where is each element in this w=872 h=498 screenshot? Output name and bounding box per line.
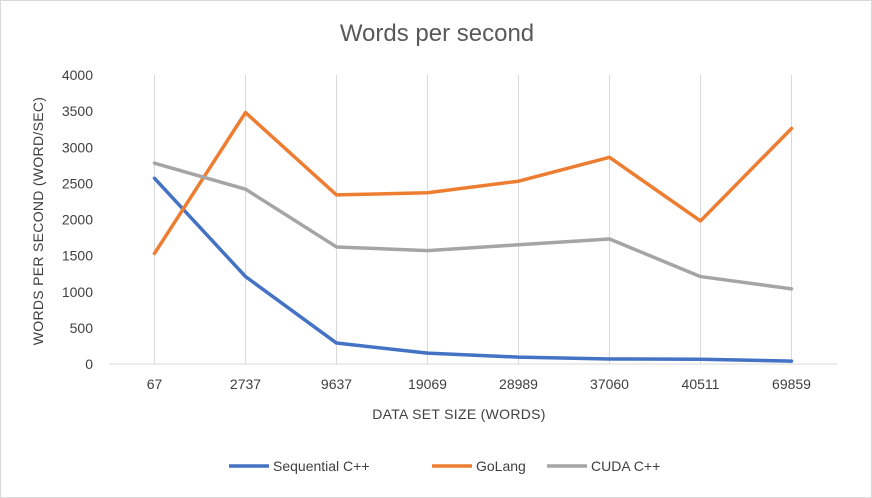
y-tick-label: 2500	[62, 175, 93, 191]
gridlines	[154, 75, 792, 364]
y-axis-label: WORDS PER SECOND (WORD/SEC)	[30, 97, 46, 345]
legend-label: Sequential C++	[273, 458, 370, 474]
legend: Sequential C++ GoLang CUDA C++	[229, 458, 660, 474]
x-tick-label: 2737	[230, 376, 261, 392]
x-tick-label: 9637	[321, 376, 352, 392]
x-tick-label: 28989	[499, 376, 538, 392]
y-tick-label: 3000	[62, 139, 93, 155]
y-tick-label: 3500	[62, 103, 93, 119]
y-tick-label: 2000	[62, 212, 93, 228]
y-tick-labels: 0 500 1000 1500 2000 2500 3000 3500 4000	[62, 67, 93, 372]
y-tick-label: 4000	[62, 67, 93, 83]
series-line-1	[152, 110, 794, 256]
series-line-2	[152, 161, 794, 291]
legend-label: CUDA C++	[591, 458, 660, 474]
legend-label: GoLang	[476, 458, 526, 474]
x-tick-label: 69859	[772, 376, 811, 392]
x-tick-label: 67	[147, 376, 163, 392]
y-tick-label: 500	[70, 320, 94, 336]
y-tick-label: 1500	[62, 248, 93, 264]
x-axis-label: DATA SET SIZE (WORDS)	[372, 406, 546, 422]
series-lines	[152, 110, 794, 363]
x-tick-label: 40511	[682, 376, 720, 392]
x-tick-label: 19069	[408, 376, 447, 392]
chart-title: Words per second	[340, 20, 534, 47]
x-tick-label: 37060	[590, 376, 629, 392]
series-line-0	[152, 176, 794, 363]
x-tick-labels: 67 2737 9637 19069 28989 37060 40511 69859	[147, 376, 811, 392]
y-tick-label: 1000	[62, 284, 93, 300]
y-tick-label: 0	[85, 356, 93, 372]
